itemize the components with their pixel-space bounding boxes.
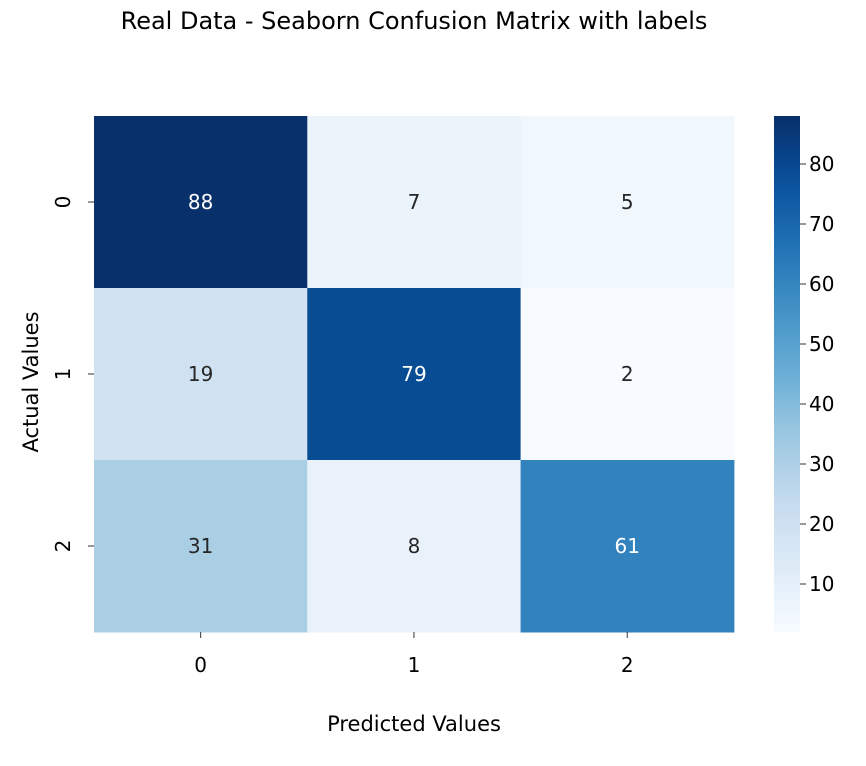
y-tick-label: 0 (51, 196, 75, 209)
x-tick-label: 2 (621, 653, 634, 677)
colorbar-tick-label: 70 (809, 212, 834, 236)
cell-value-label: 2 (621, 362, 634, 386)
cell-value-label: 8 (408, 534, 421, 558)
cell-value-label: 61 (615, 534, 640, 558)
heatmap-cell (307, 288, 522, 461)
x-tick-label: 1 (408, 653, 421, 677)
y-tick-labels: 0 1 2 (51, 196, 94, 553)
y-tick-label: 1 (51, 368, 75, 381)
colorbar-tick-label: 30 (809, 452, 834, 476)
cell-value-label: 31 (188, 534, 213, 558)
x-axis-label: Predicted Values (327, 712, 501, 736)
cell-value-label: 79 (401, 362, 426, 386)
cell-value-label: 19 (188, 362, 213, 386)
cell-value-label: 88 (188, 190, 213, 214)
colorbar-tick-label: 10 (809, 572, 834, 596)
heatmap-cell (94, 116, 308, 289)
cell-value-label: 5 (621, 190, 634, 214)
heatmap-cell (94, 288, 308, 461)
x-tick-label: 0 (194, 653, 207, 677)
colorbar-tick-label: 20 (809, 512, 834, 536)
heatmap-cells: 88 7 5 19 79 2 31 8 61 (94, 116, 735, 633)
heatmap-cell (520, 288, 735, 461)
colorbar-tick-label: 50 (809, 332, 834, 356)
x-tick-labels: 0 1 2 (194, 632, 634, 677)
colorbar (774, 116, 800, 632)
colorbar-tick-label: 60 (809, 272, 834, 296)
chart-title: Real Data - Seaborn Confusion Matrix wit… (121, 7, 708, 35)
heatmap-cell (520, 460, 735, 633)
heatmap-cell (307, 116, 522, 289)
cell-value-label: 7 (408, 190, 421, 214)
heatmap-cell (94, 460, 308, 633)
colorbar-ticks: 10 20 30 40 50 60 70 80 (800, 152, 834, 596)
colorbar-tick-label: 80 (809, 152, 834, 176)
heatmap-cell (520, 116, 735, 289)
colorbar-tick-label: 40 (809, 392, 834, 416)
y-tick-label: 2 (51, 540, 75, 553)
y-axis-label: Actual Values (19, 311, 43, 452)
heatmap-cell (307, 460, 522, 633)
